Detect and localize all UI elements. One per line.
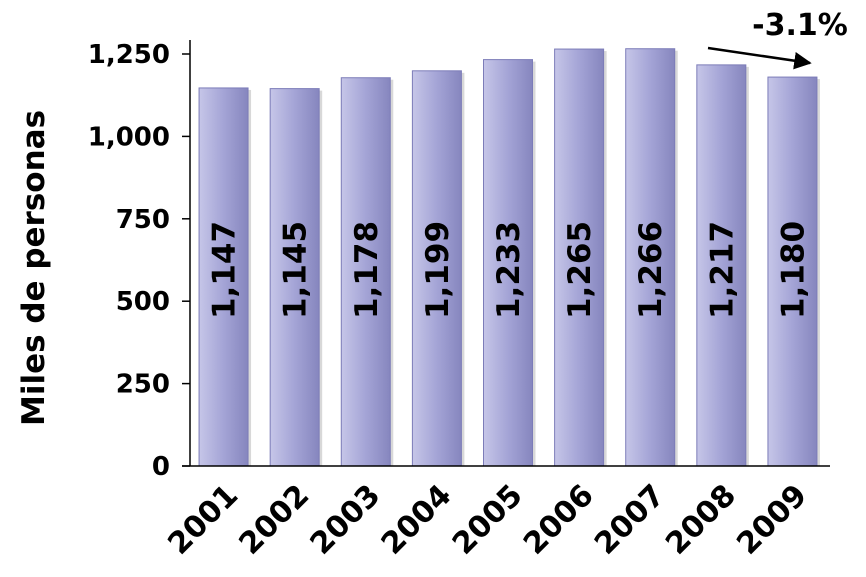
data-label-2008: 1,217 <box>704 221 740 319</box>
y-tick-label: 750 <box>116 205 170 235</box>
x-tick-label-2006: 2006 <box>517 478 601 562</box>
data-label-2006: 1,265 <box>562 221 598 319</box>
y-tick-label: 1,250 <box>88 40 170 70</box>
y-tick-label: 1,000 <box>88 122 170 152</box>
x-tick-label-2001: 2001 <box>161 478 245 562</box>
x-tick-label-2002: 2002 <box>233 478 317 562</box>
data-labels-group: 1,147 1,145 1,178 1,199 1,233 1,265 1,266 1,217… <box>207 221 812 319</box>
data-label-2001: 1,147 <box>207 221 243 319</box>
bar-2001 <box>198 87 249 467</box>
bar-2009 <box>767 76 818 467</box>
trend-arrow <box>707 46 812 70</box>
bar-2008 <box>696 64 747 467</box>
bar-2004 <box>411 70 462 467</box>
bars-group <box>198 48 820 467</box>
data-label-2002: 1,145 <box>278 221 314 319</box>
data-label-2007: 1,266 <box>633 221 669 319</box>
x-tick-label-2007: 2007 <box>588 478 672 562</box>
data-label-2003: 1,178 <box>349 221 385 319</box>
x-tick-label-2008: 2008 <box>659 478 743 562</box>
bar-2007 <box>625 48 676 467</box>
y-tick-label: 500 <box>116 287 170 317</box>
y-tick-label: 0 <box>152 452 170 482</box>
x-tick-label-2003: 2003 <box>304 478 388 562</box>
y-ticks-group: 0 250 500 750 1,000 1,250 <box>88 40 190 482</box>
bar-2006 <box>554 48 605 467</box>
data-label-2005: 1,233 <box>491 221 527 319</box>
x-tick-label-2004: 2004 <box>375 478 459 562</box>
x-tick-label-2005: 2005 <box>446 478 530 562</box>
change-annotation: -3.1% <box>752 8 848 43</box>
bar-2002 <box>269 88 320 467</box>
y-tick-label: 250 <box>116 370 170 400</box>
y-axis-label: Miles de personas <box>16 110 52 426</box>
data-label-2004: 1,199 <box>420 221 456 319</box>
data-label-2009: 1,180 <box>775 221 811 319</box>
x-tick-label-2009: 2009 <box>730 478 814 562</box>
